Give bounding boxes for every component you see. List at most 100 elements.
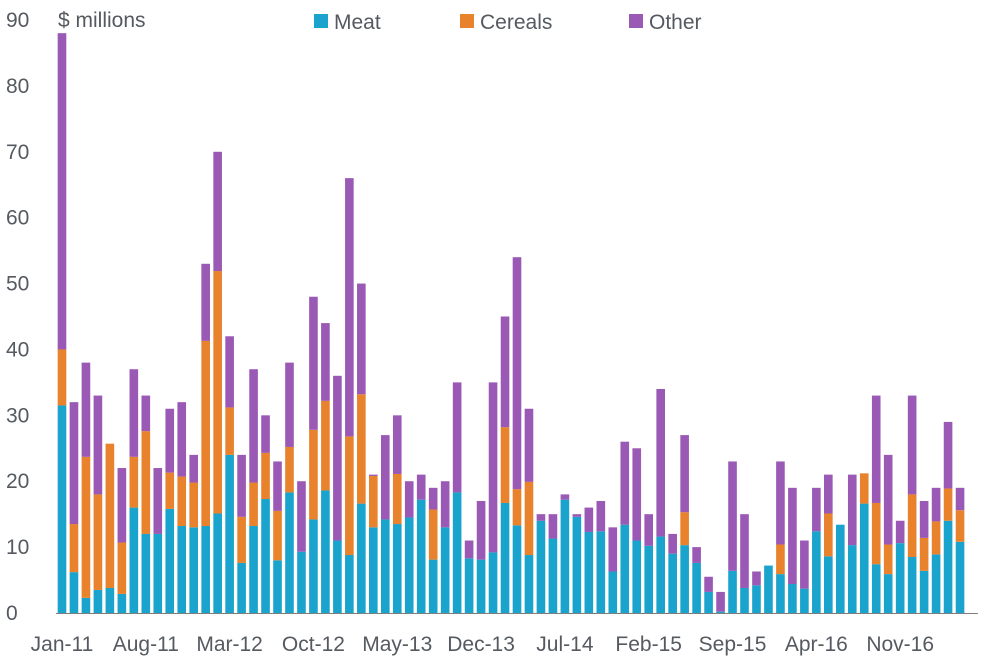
bar-cereals-Mar-13	[369, 475, 378, 528]
bar-cereals-Apr-17	[955, 510, 965, 542]
bar-cereals-Jan-16	[776, 544, 785, 575]
bar-meat-Mar-11	[81, 597, 91, 613]
bar-other-Oct-15	[740, 514, 749, 588]
bar-meat-Jul-12	[273, 560, 282, 613]
bar-meat-Mar-16	[800, 588, 809, 613]
bar-cereals-Mar-11	[81, 456, 91, 598]
bar-meat-Oct-15	[740, 587, 749, 613]
bar-cereals-Oct-16	[883, 544, 893, 575]
bar-other-Jan-13	[345, 178, 354, 437]
bar-meat-Jul-13	[416, 499, 426, 613]
bar-other-Jan-14	[488, 382, 498, 553]
bar-cereals-Jan-13	[345, 436, 354, 556]
bar-meat-Dec-11	[189, 527, 199, 613]
bar-other-Jun-11	[117, 468, 127, 543]
bar-meat-Dec-14	[620, 524, 630, 613]
bar-other-Mar-14	[512, 257, 522, 490]
bar-cereals-Feb-13	[357, 394, 366, 504]
bar-meat-Dec-12	[333, 540, 342, 613]
bar-meat-Mar-15	[656, 536, 665, 613]
bar-other-Jun-15	[692, 547, 701, 563]
bar-other-Sep-11	[153, 468, 163, 534]
bar-meat-Apr-15	[668, 553, 677, 613]
x-tick-label: Mar-12	[196, 633, 263, 656]
bar-other-Aug-12	[285, 362, 294, 447]
bar-meat-Jan-12	[201, 526, 210, 613]
bar-other-Sep-14	[584, 507, 594, 532]
bar-other-Feb-12	[213, 151, 222, 272]
bar-meat-Apr-14	[524, 555, 534, 613]
bar-other-Sep-13	[440, 481, 450, 528]
bar-cereals-May-16	[824, 513, 833, 557]
bar-meat-Nov-14	[608, 571, 618, 613]
bar-other-May-13	[392, 415, 402, 474]
bar-cereals-Mar-12	[225, 407, 234, 455]
bar-meat-Jun-12	[261, 499, 270, 613]
bar-other-Mar-17	[943, 421, 953, 489]
bar-meat-Jun-11	[117, 593, 127, 613]
bar-other-May-16	[824, 474, 833, 514]
bar-cereals-Nov-12	[321, 400, 330, 491]
bar-cereals-Mar-14	[512, 489, 522, 526]
bar-meat-Aug-15	[716, 611, 725, 613]
bar-other-Apr-13	[380, 435, 390, 520]
bar-meat-Apr-16	[812, 531, 821, 613]
bar-meat-Jan-16	[776, 574, 785, 613]
bar-other-Jul-12	[273, 461, 282, 511]
bar-other-Aug-14	[572, 514, 582, 517]
bar-other-Mar-12	[225, 336, 234, 408]
bar-other-Dec-14	[620, 441, 630, 525]
bar-other-Jul-16	[847, 474, 857, 546]
bar-meat-Nov-16	[895, 543, 905, 613]
bar-cereals-Mar-17	[943, 488, 953, 521]
bar-meat-Feb-13	[357, 503, 366, 613]
y-tick-label: 0	[6, 602, 18, 625]
bar-cereals-Jun-12	[261, 452, 270, 500]
bar-meat-Oct-11	[165, 508, 175, 613]
bar-other-Jan-12	[201, 263, 210, 341]
legend-swatch-cereals	[460, 14, 474, 28]
bar-other-Jun-14	[548, 514, 558, 539]
bar-cereals-May-13	[392, 473, 402, 525]
bar-meat-May-12	[249, 526, 258, 613]
bar-meat-Apr-12	[237, 562, 246, 613]
bar-cereals-Jan-17	[919, 537, 929, 571]
bar-meat-May-11	[105, 587, 115, 613]
bar-cereals-Nov-11	[177, 476, 187, 527]
bar-meat-Sep-14	[584, 531, 594, 613]
bar-meat-Oct-13	[452, 492, 462, 613]
bar-meat-Sep-16	[871, 564, 881, 613]
legend-item-other: Other	[629, 11, 702, 34]
x-tick-label: May-13	[362, 633, 432, 656]
bar-other-Dec-16	[907, 395, 917, 495]
bar-other-Sep-15	[728, 461, 737, 571]
y-tick-label: 50	[6, 273, 29, 296]
bar-other-Aug-15	[716, 591, 725, 612]
legend-swatch-other	[629, 14, 643, 28]
x-tick-label: Nov-16	[866, 633, 934, 656]
bar-cereals-Aug-12	[285, 446, 294, 493]
bar-other-Jun-12	[261, 415, 270, 453]
bar-other-May-12	[249, 369, 258, 483]
bar-meat-May-13	[392, 524, 402, 613]
y-tick-label: 20	[6, 470, 29, 493]
bar-other-Apr-14	[524, 408, 534, 482]
bar-cereals-Aug-11	[141, 431, 151, 534]
bar-other-Sep-12	[297, 481, 306, 552]
bar-meat-Jun-14	[548, 538, 558, 613]
bar-cereals-May-12	[249, 482, 258, 527]
bar-meat-Mar-12	[225, 454, 234, 613]
bar-cereals-Oct-12	[309, 429, 318, 520]
bar-meat-Jul-16	[847, 545, 857, 613]
bar-cereals-May-11	[105, 443, 115, 588]
bar-meat-Aug-16	[859, 503, 869, 613]
x-tick-label: Dec-13	[447, 633, 515, 656]
bar-meat-Jan-15	[632, 540, 642, 613]
bar-other-Oct-14	[596, 500, 606, 532]
bar-meat-Jul-15	[704, 591, 713, 613]
bar-meat-Feb-12	[213, 513, 222, 613]
bar-meat-Jan-14	[488, 552, 498, 613]
legend-label-cereals: Cereals	[480, 11, 552, 34]
bar-other-Mar-15	[656, 388, 665, 537]
